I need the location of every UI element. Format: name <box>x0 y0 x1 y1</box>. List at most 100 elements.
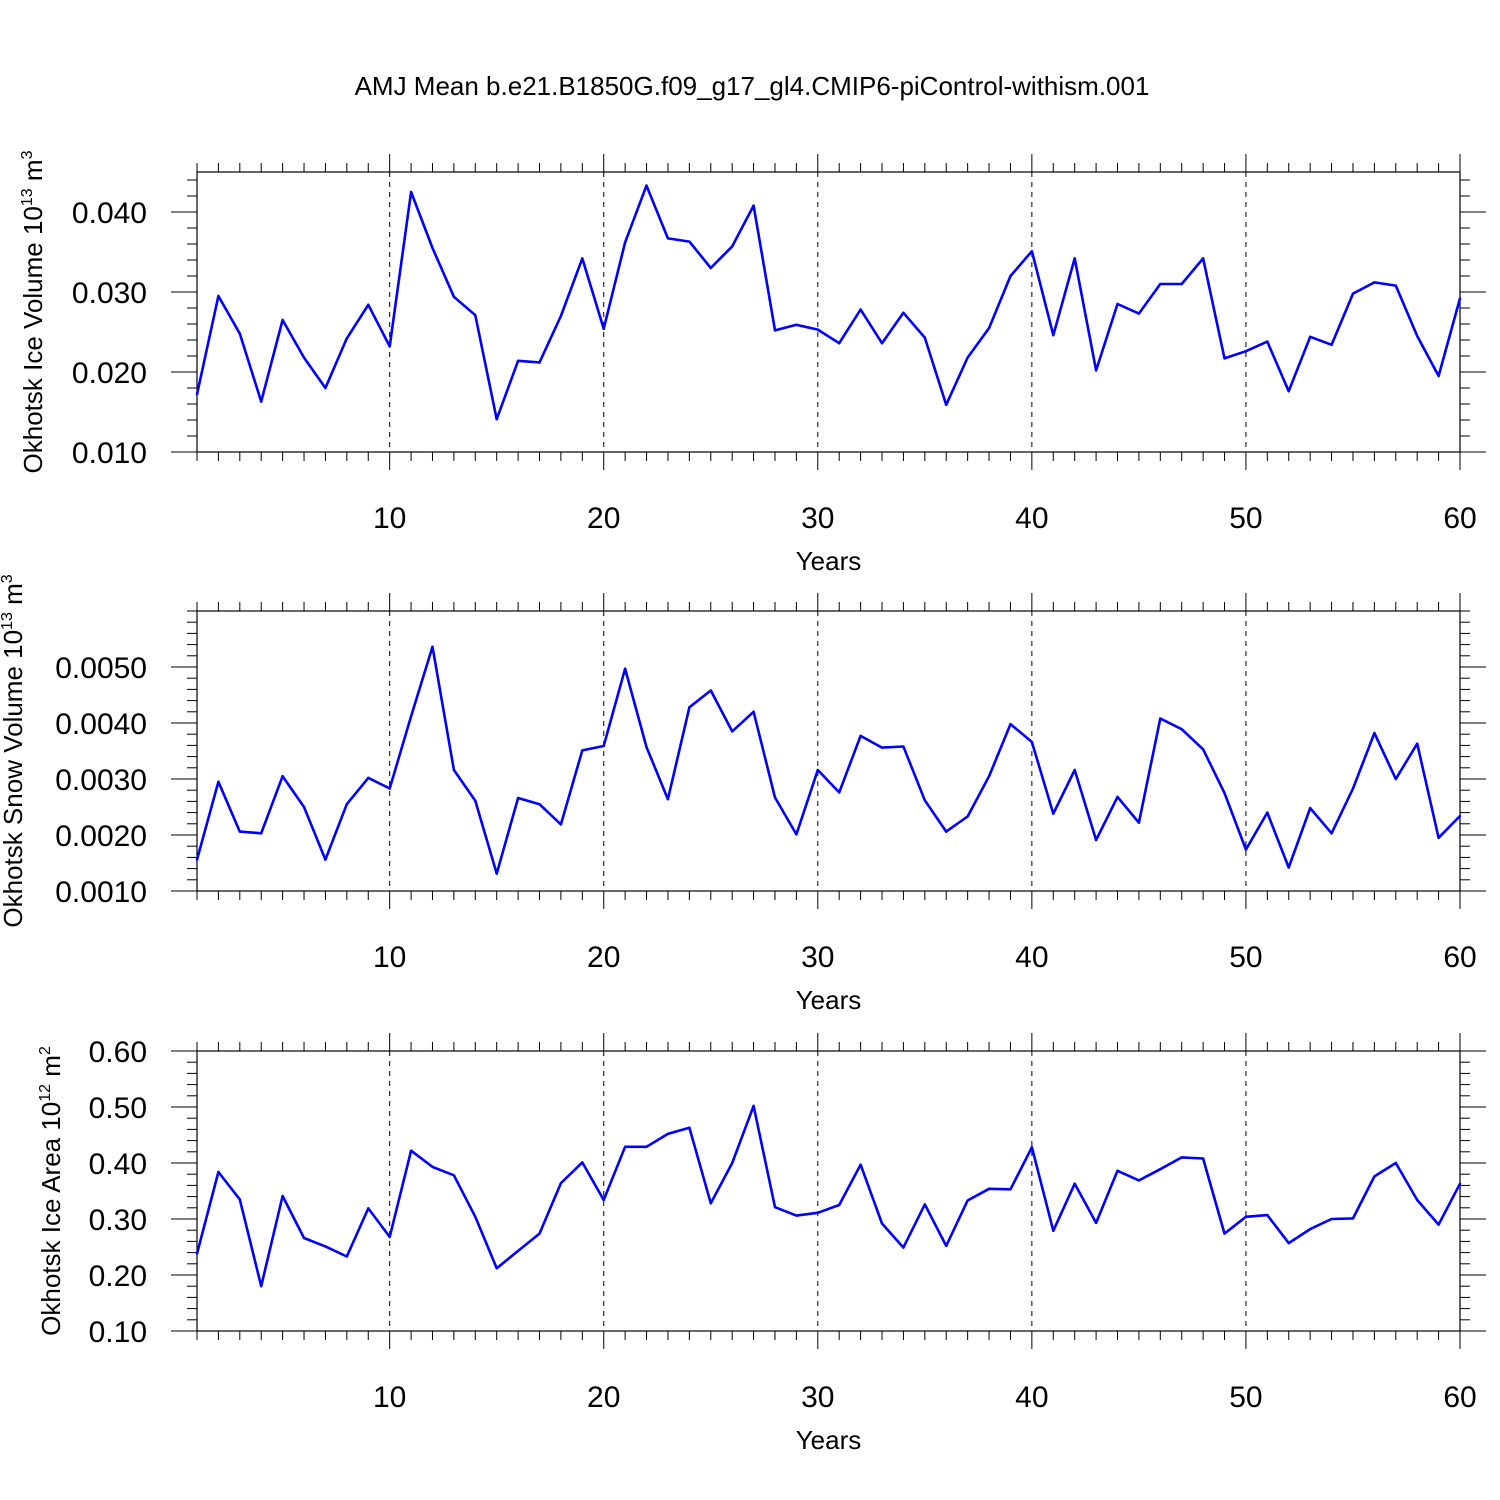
chart-0-point <box>581 257 584 260</box>
chart-0-point <box>1030 250 1034 253</box>
chart-2-point <box>1458 1182 1462 1185</box>
chart-0-ytick-label: 0.040 <box>72 197 147 230</box>
chart-1-point <box>1052 812 1055 815</box>
chart-1-point <box>795 833 798 836</box>
chart-0-point <box>1116 302 1119 306</box>
chart-0-point <box>474 314 477 317</box>
chart-1-point <box>495 872 498 875</box>
chart-2-ytick-label: 0.30 <box>89 1204 147 1237</box>
chart-1-point <box>1180 727 1183 731</box>
chart-2-point <box>1223 1232 1226 1235</box>
chart-1-point <box>902 745 905 748</box>
chart-1-xtick-label: 40 <box>1015 941 1048 974</box>
chart-1-point <box>452 768 456 772</box>
chart-2-point <box>559 1181 563 1185</box>
chart-0-point <box>409 190 413 194</box>
chart-1-point <box>838 791 841 794</box>
chart-2-point <box>816 1211 819 1215</box>
chart-2-point <box>666 1132 670 1136</box>
chart-1-point <box>880 746 884 749</box>
chart-2-point <box>1351 1217 1355 1220</box>
chart-1-ytick-label: 0.0040 <box>55 708 147 741</box>
chart-0-point <box>816 328 819 331</box>
chart-2-point <box>474 1215 477 1218</box>
chart-2-point <box>709 1202 712 1205</box>
chart-1-point <box>409 715 413 718</box>
chart-1-point <box>217 780 220 783</box>
chart-2-point <box>217 1170 220 1174</box>
chart-0-point <box>859 308 862 311</box>
chart-1-point <box>623 667 627 670</box>
chart-2-xtick-label: 20 <box>587 1381 620 1414</box>
chart-0-point <box>966 356 969 359</box>
chart-1-ylabel: Okhotsk Snow Volume 1013 m3 <box>0 574 28 927</box>
chart-0-point <box>666 237 670 240</box>
chart-1-ytick-label: 0.0050 <box>55 652 147 685</box>
chart-0-point <box>217 294 220 298</box>
chart-0-point <box>260 400 263 403</box>
chart-0-point <box>495 418 498 421</box>
chart-1-series-line <box>195 645 1461 875</box>
chart-1-point <box>1159 717 1162 720</box>
chart-2-point <box>431 1165 434 1169</box>
chart-1-point <box>816 768 819 772</box>
chart-1-xlabel: Years <box>796 985 862 1015</box>
panel-snow-volume: 10 20 30 40 50 60 0.0010 0.0020 0.0030 0.0040 0.00… <box>0 574 1486 1015</box>
chart-2-point <box>1308 1227 1312 1231</box>
chart-1-point <box>1458 814 1462 818</box>
chart-1-point <box>1201 748 1205 751</box>
chart-2-point <box>345 1255 349 1258</box>
chart-2-point <box>923 1203 927 1206</box>
chart-2-point <box>367 1207 370 1210</box>
chart-0-ytick-label: 0.020 <box>72 357 147 390</box>
chart-1-xtick-label: 20 <box>587 941 620 974</box>
chart-1-point <box>1094 838 1098 842</box>
chart-1-point <box>302 805 306 809</box>
chart-1-point <box>1308 806 1312 810</box>
chart-2-point <box>388 1235 391 1239</box>
chart-1-point <box>281 775 284 778</box>
chart-2-ylabel: Okhotsk Ice Area 1012 m2 <box>36 1046 66 1336</box>
chart-1-point <box>945 830 948 833</box>
chart-2-point <box>1159 1167 1162 1171</box>
chart-1-point <box>1330 832 1333 835</box>
chart-1-frame <box>196 610 1461 892</box>
chart-2-point <box>1330 1217 1333 1221</box>
chart-2-xlabel: Years <box>796 1425 862 1455</box>
chart-0-point <box>345 337 349 340</box>
chart-1-point <box>1415 742 1419 745</box>
chart-0-point <box>452 295 456 298</box>
chart-0-point <box>1287 390 1290 393</box>
chart-2-point <box>859 1163 862 1166</box>
chart-2-point <box>945 1244 948 1248</box>
chart-0-xtick-label: 30 <box>801 502 834 535</box>
chart-2-frame <box>196 1050 1461 1332</box>
chart-0-point <box>1094 369 1098 372</box>
chart-1-ytick-label: 0.0020 <box>55 820 147 853</box>
chart-0-xtick-label: 40 <box>1015 502 1048 535</box>
chart-1-point <box>709 689 712 692</box>
chart-1-point <box>238 830 242 833</box>
chart-2-point <box>1437 1223 1440 1226</box>
chart-1-xtick-label: 30 <box>801 941 834 974</box>
chart-2-point <box>581 1161 584 1164</box>
chart-0-point <box>516 359 520 362</box>
chart-0-point <box>923 336 927 339</box>
chart-1-point <box>345 803 349 806</box>
chart-0-point <box>623 241 627 244</box>
chart-1-xtick-label: 60 <box>1443 941 1476 974</box>
chart-2-point <box>730 1161 734 1165</box>
chart-1-point <box>260 832 263 835</box>
chart-2-point <box>516 1249 520 1253</box>
chart-2-series-line <box>195 1104 1462 1288</box>
chart-1-point <box>966 815 969 818</box>
chart-2-point <box>1030 1146 1034 1149</box>
chart-2-point <box>966 1199 969 1202</box>
chart-0-ytick-label: 0.010 <box>72 437 147 470</box>
chart-2-xtick-label: 40 <box>1015 1381 1048 1414</box>
chart-2-point <box>795 1214 798 1217</box>
chart-1-point <box>474 799 477 803</box>
chart-1-point <box>538 803 541 806</box>
chart-0-point <box>1180 282 1183 286</box>
